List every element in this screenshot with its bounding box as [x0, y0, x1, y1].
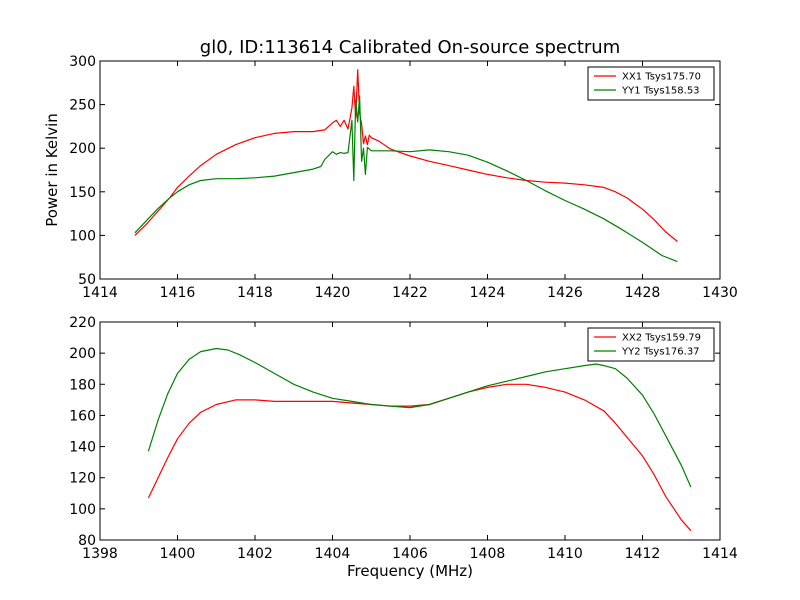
x-tick-label: 1426: [547, 285, 583, 301]
x-tick-label: 1428: [625, 285, 661, 301]
y-tick-label: 180: [69, 377, 96, 393]
y-tick-label: 200: [69, 346, 96, 362]
x-tick-label: 1416: [160, 285, 196, 301]
bottom-panel: 1398 1400 1402 1404 1406 1408 1410 1412 1414 80 10…: [69, 315, 738, 562]
y-tick-label: 250: [69, 98, 96, 114]
x-axis-label-bottom: Frequency (MHz): [347, 562, 473, 580]
x-tick-label: 1422: [392, 285, 428, 301]
legend-entry: YY2 Tsys176.37: [621, 347, 700, 358]
x-tick-label: 1400: [160, 546, 196, 562]
y-tick-label: 150: [69, 185, 96, 201]
y-tick-label: 160: [69, 408, 96, 424]
legend-entry: XX2 Tsys159.79: [622, 333, 701, 344]
x-tick-label: 1408: [470, 546, 506, 562]
chart-title: gl0, ID:113614 Calibrated On-source spec…: [200, 37, 620, 58]
y-tick-label: 300: [69, 54, 96, 70]
x-tick-label: 1420: [315, 285, 351, 301]
top-panel: 1414 1416 1418 1420 1422 1424 1426 1428 1430 50 10…: [69, 54, 738, 301]
x-tick-label: 1406: [392, 546, 428, 562]
series-line-yy-panel-0: [134, 95, 678, 263]
legend-entry: YY1 Tsys158.53: [621, 86, 700, 97]
series-line-xx-panel-0: [134, 69, 678, 242]
y-tick-label: 80: [78, 533, 96, 549]
x-tick-label: 1404: [315, 546, 351, 562]
y-tick-label: 140: [69, 440, 96, 456]
x-tick-label: 1424: [470, 285, 506, 301]
x-tick-label: 1418: [237, 285, 273, 301]
y-tick-label: 100: [69, 502, 96, 518]
x-tick-label: 1430: [702, 285, 738, 301]
series-line-yy-panel-1: [147, 347, 692, 488]
x-tick-label: 1410: [547, 546, 583, 562]
legend-box: [587, 66, 715, 101]
legend-box: [587, 327, 715, 362]
y-tick-label: 50: [78, 272, 96, 288]
x-tick-label: 1412: [625, 546, 661, 562]
legend-entry: XX1 Tsys175.70: [622, 72, 701, 83]
x-tick-label: 1402: [237, 546, 273, 562]
x-tick-label: 1414: [702, 546, 738, 562]
y-tick-label: 200: [69, 141, 96, 157]
y-tick-label: 220: [69, 315, 96, 331]
y-axis-label-top: Power in Kelvin: [43, 113, 61, 227]
x-tick-label: 1414: [82, 285, 118, 301]
y-tick-label: 120: [69, 471, 96, 487]
y-tick-label: 100: [69, 228, 96, 244]
series-line-xx-panel-1: [147, 383, 692, 532]
x-tick-label: 1398: [82, 546, 118, 562]
